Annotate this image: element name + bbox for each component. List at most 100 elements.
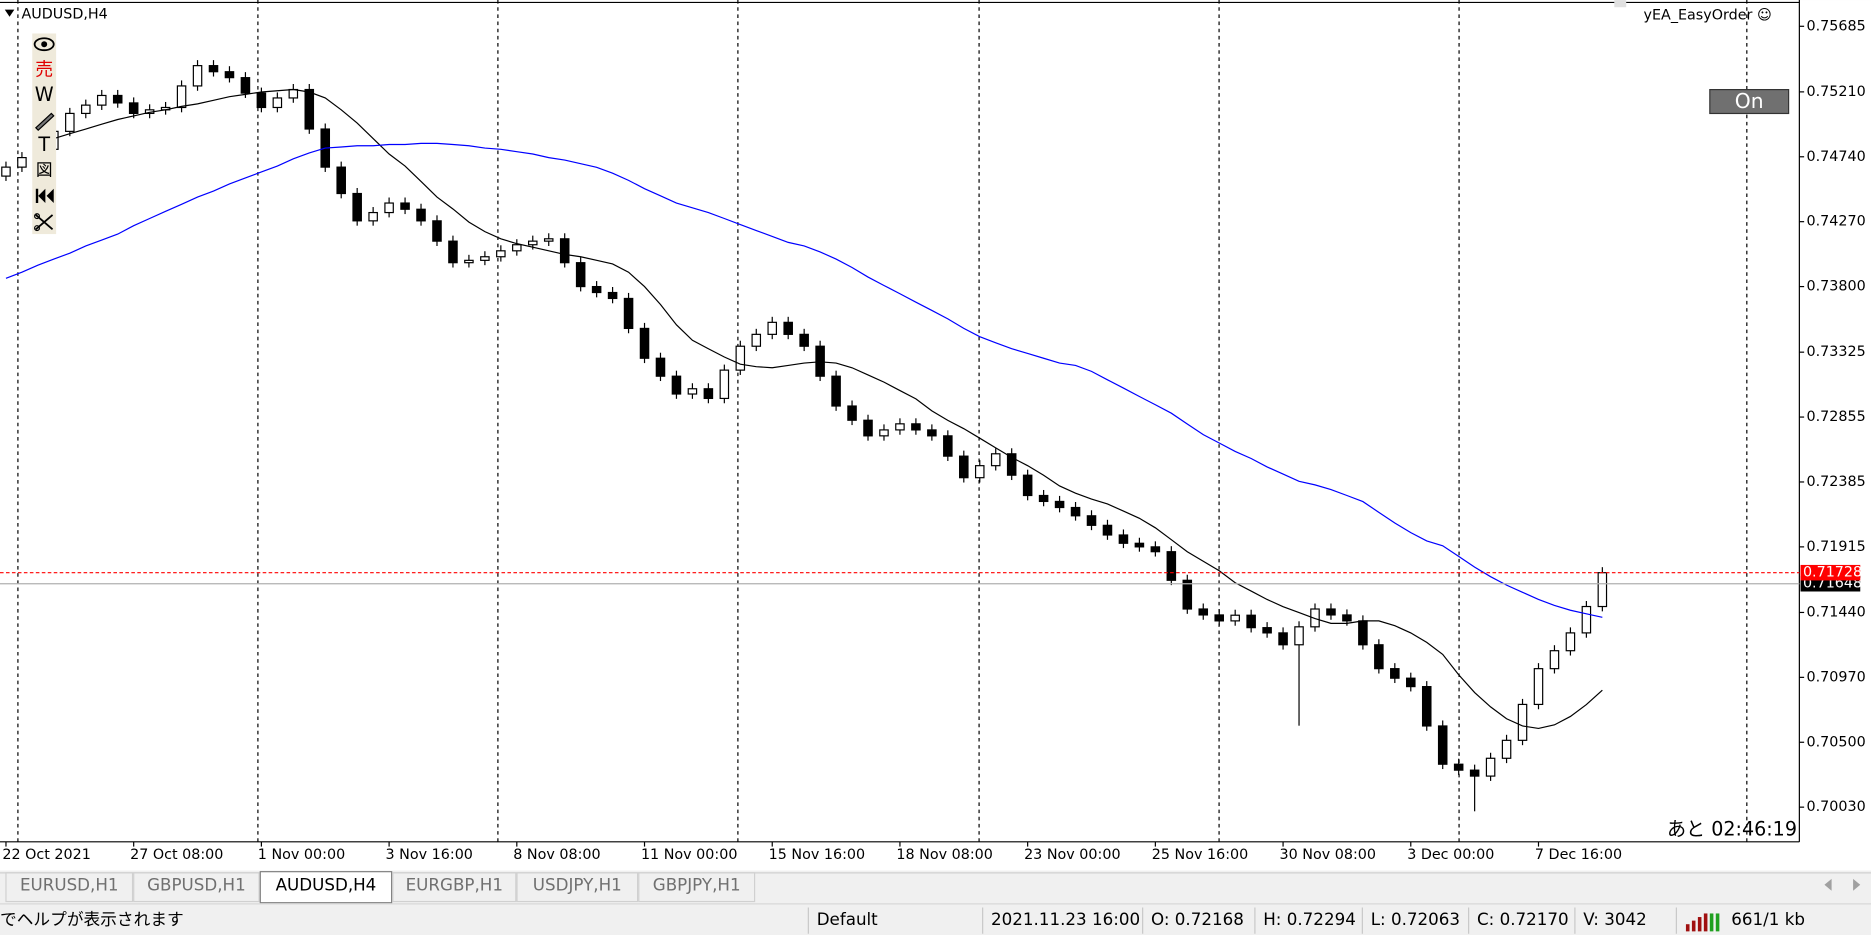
candle-body	[863, 419, 873, 437]
candle-body	[368, 211, 378, 222]
candle-body	[959, 455, 969, 479]
candle-body	[751, 333, 762, 347]
y-tick-label: 0.71915	[1807, 539, 1866, 555]
candle-body	[416, 208, 426, 222]
y-tick-label: 0.70970	[1807, 669, 1866, 685]
tab[interactable]	[516, 872, 639, 903]
sell-icon[interactable]: 売	[35, 59, 53, 80]
candle-body	[1054, 500, 1065, 509]
candle-body	[847, 405, 857, 421]
tabs: EURUSD,H1 GBPUSD,H1 AUDUSD,H4 EURGBP,H1 USDJ…	[5, 871, 756, 904]
tab[interactable]	[5, 872, 134, 903]
x-tick-label: 1 Nov 00:00	[258, 847, 345, 863]
status-profile: Default	[817, 909, 878, 929]
candle-body	[1022, 474, 1033, 497]
candle-body	[1565, 632, 1576, 652]
conn-bar	[1715, 913, 1720, 932]
x-tick-label: 7 Dec 16:00	[1535, 847, 1622, 863]
candle-body	[703, 388, 714, 400]
conn-bar	[1691, 920, 1696, 932]
candle-body	[1038, 494, 1049, 503]
tab[interactable]	[638, 872, 756, 903]
candle-body	[783, 321, 793, 335]
candle-body	[1246, 614, 1256, 629]
candle-body	[1278, 632, 1288, 646]
x-tick-label: 18 Nov 08:00	[896, 847, 993, 863]
x-tick-label: 27 Oct 08:00	[130, 847, 223, 863]
candle-body	[448, 240, 458, 264]
status-bar: でヘルプが表示されます Default 2021.11.23 16:00 O: …	[0, 903, 1871, 935]
tab-label[interactable]: GBPUSD,H1	[147, 874, 246, 894]
menu-triangle[interactable]	[4, 9, 15, 17]
candle-body	[1182, 579, 1193, 610]
shape-icon[interactable]: 図	[36, 159, 53, 179]
rewind-icon[interactable]	[35, 188, 54, 204]
candle-body	[591, 285, 602, 294]
drawing-toolbar: 売 W T 図	[32, 33, 57, 235]
candle-body	[687, 388, 698, 395]
y-tick-label: 0.73800	[1807, 279, 1866, 295]
x-tick-label: 23 Nov 00:00	[1024, 847, 1121, 863]
x-tick-label: 3 Dec 00:00	[1407, 847, 1494, 863]
tab-scroll-right[interactable]	[1853, 878, 1861, 891]
candle-body	[1326, 608, 1336, 616]
candle-body	[112, 94, 123, 104]
candle-body	[1517, 703, 1528, 741]
y-tick-label: 0.75685	[1807, 18, 1866, 34]
on-button-label[interactable]: On	[1735, 89, 1764, 113]
conn-bar	[1709, 913, 1714, 932]
status-close: C: 0.72170	[1477, 909, 1569, 929]
candle-body	[735, 345, 746, 371]
on-button[interactable]	[1709, 89, 1790, 115]
pencil-icon[interactable]	[34, 112, 55, 132]
candle-body	[1533, 668, 1544, 706]
tab-label[interactable]: USDJPY,H1	[533, 874, 622, 894]
text-icon[interactable]: T	[37, 133, 50, 156]
connection-icon	[1685, 913, 1720, 932]
candle-body	[1006, 453, 1017, 476]
candle-body	[224, 71, 235, 79]
candle-body	[240, 77, 251, 94]
tab-label[interactable]: EURUSD,H1	[20, 874, 119, 894]
candle-body	[1485, 757, 1496, 777]
candle-body	[1453, 763, 1464, 771]
tab[interactable]	[259, 871, 393, 904]
scissors-ring	[34, 225, 40, 232]
y-tick-label: 0.72385	[1807, 474, 1866, 490]
candle-body	[1421, 686, 1432, 727]
y-tick-label: 0.75210	[1807, 84, 1866, 100]
w-icon[interactable]: W	[35, 83, 54, 106]
candle-body	[208, 65, 219, 73]
candle-body	[655, 357, 666, 377]
candle-body	[304, 88, 315, 130]
price-label-bg	[1800, 564, 1861, 581]
candle-body	[911, 423, 921, 431]
tab[interactable]	[133, 872, 260, 903]
candle-body	[1134, 542, 1145, 548]
eye-icon[interactable]	[33, 37, 55, 52]
price-label: 0.71728	[1803, 565, 1862, 581]
scroll-marker	[1614, 0, 1627, 8]
tab[interactable]	[392, 872, 517, 903]
candle-body	[464, 259, 474, 264]
conn-bar	[1703, 913, 1708, 932]
tab-scroll-left[interactable]	[1824, 878, 1832, 891]
countdown: あと 02:46:19	[1667, 817, 1797, 840]
candle-body	[927, 429, 937, 437]
y-tick-label: 0.74740	[1807, 149, 1866, 165]
status-low: L: 0.72063	[1371, 909, 1460, 929]
tab-label[interactable]: AUDUSD,H4	[276, 874, 377, 894]
candle-body	[1501, 739, 1512, 759]
candle-body	[1, 166, 11, 177]
candle-body	[1102, 524, 1113, 536]
status-open: O: 0.72168	[1151, 909, 1244, 929]
x-tick-label: 22 Oct 2021	[2, 847, 90, 863]
candle-body	[719, 369, 730, 400]
candle-body	[65, 112, 75, 132]
candle-body	[1358, 620, 1368, 646]
x-tick-label: 25 Nov 16:00	[1152, 847, 1249, 863]
tab-label[interactable]: EURGBP,H1	[406, 874, 503, 894]
tab-label[interactable]: GBPJPY,H1	[653, 874, 741, 894]
toolbar-bg	[32, 33, 57, 235]
